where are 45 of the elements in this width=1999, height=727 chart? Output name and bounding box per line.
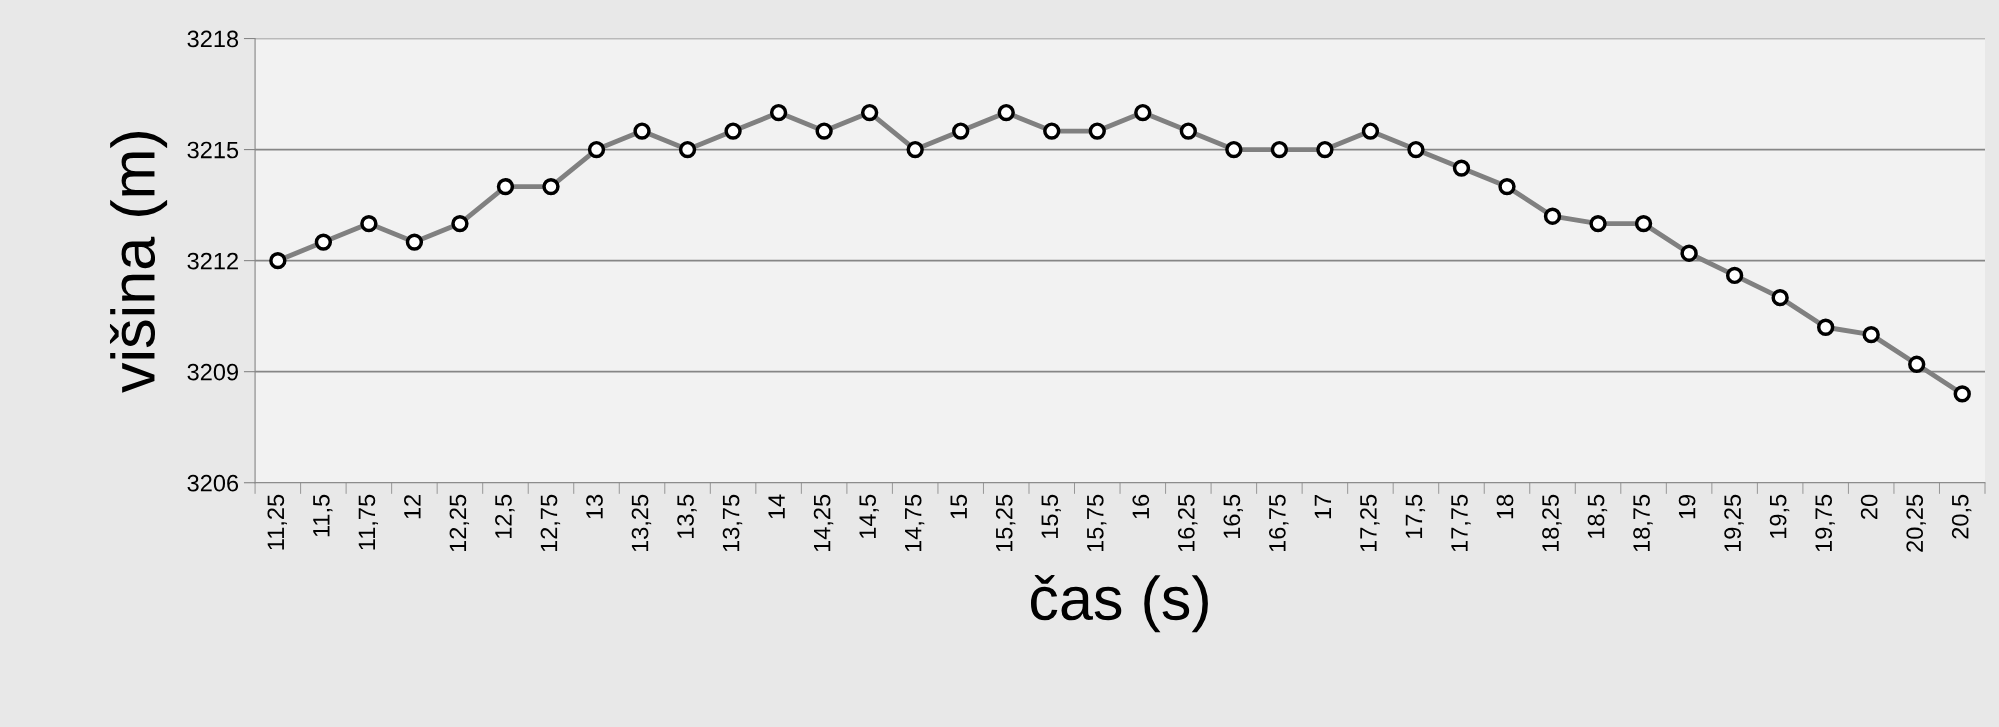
x-tick-label: 14 [768,494,785,519]
x-tick-label: 14,75 [905,494,925,552]
x-tick-label: 18,5 [1587,494,1608,538]
y-tick-label: 3206 [187,474,239,492]
x-tick-label: 15,25 [995,494,1016,552]
y-tick-label: 3212 [187,252,238,270]
x-tick-label: 16,75 [1268,494,1289,552]
x-tick-label: 20,25 [1906,494,1926,552]
x-tick-label: 20 [1860,494,1878,519]
x-tick-label: 16,5 [1223,494,1243,538]
y-tick-label: 3218 [187,30,239,48]
x-tick-label: 18,25 [1542,494,1562,552]
x-tick-label: 13,25 [631,494,652,552]
x-tick-label: 16 [1132,494,1150,519]
y-tick-label: 3215 [187,141,239,159]
x-tick-label: 19,5 [1769,494,1790,538]
x-tick-label: 17 [1314,495,1332,519]
x-tick-label: 12,25 [449,494,470,552]
x-tick-label: 16,25 [1177,494,1198,552]
x-tick-label: 12 [404,495,421,519]
x-tick-label: 15,75 [1087,494,1107,552]
x-tick-label: 19 [1678,494,1696,519]
x-tick-label: 12,5 [495,494,515,538]
x-tick-label: 18,75 [1633,494,1653,552]
x-tick-label: 13,5 [677,494,697,538]
y-tick-label: 3209 [187,363,238,381]
x-tick-label: 15 [950,494,968,519]
x-tick-label: 12,75 [540,494,561,552]
x-tick-label: 19,75 [1815,494,1835,552]
x-tick-label: 14,5 [859,494,879,538]
x-tick-label: 17,5 [1405,494,1426,538]
x-tick-label: 15,5 [1041,494,1061,538]
x-tick-label: 17,75 [1451,494,1471,552]
x-tick-label: 14,25 [813,494,834,552]
x-tick-label: 11,5 [313,494,333,537]
x-tick-label: 11,25 [267,494,287,550]
x-tick-label: 11,75 [358,494,379,550]
x-tick-label: 13 [586,494,603,519]
x-tick-label: 20,5 [1951,494,1972,539]
x-tick-label: 18 [1496,494,1514,519]
x-tick-label: 19,25 [1724,494,1744,552]
y-axis-title: višina (m) [109,132,168,393]
x-tick-label: 13,75 [722,494,743,552]
x-tick-label: 17,25 [1360,494,1380,552]
x-axis-title: čas (s) [1030,575,1208,633]
